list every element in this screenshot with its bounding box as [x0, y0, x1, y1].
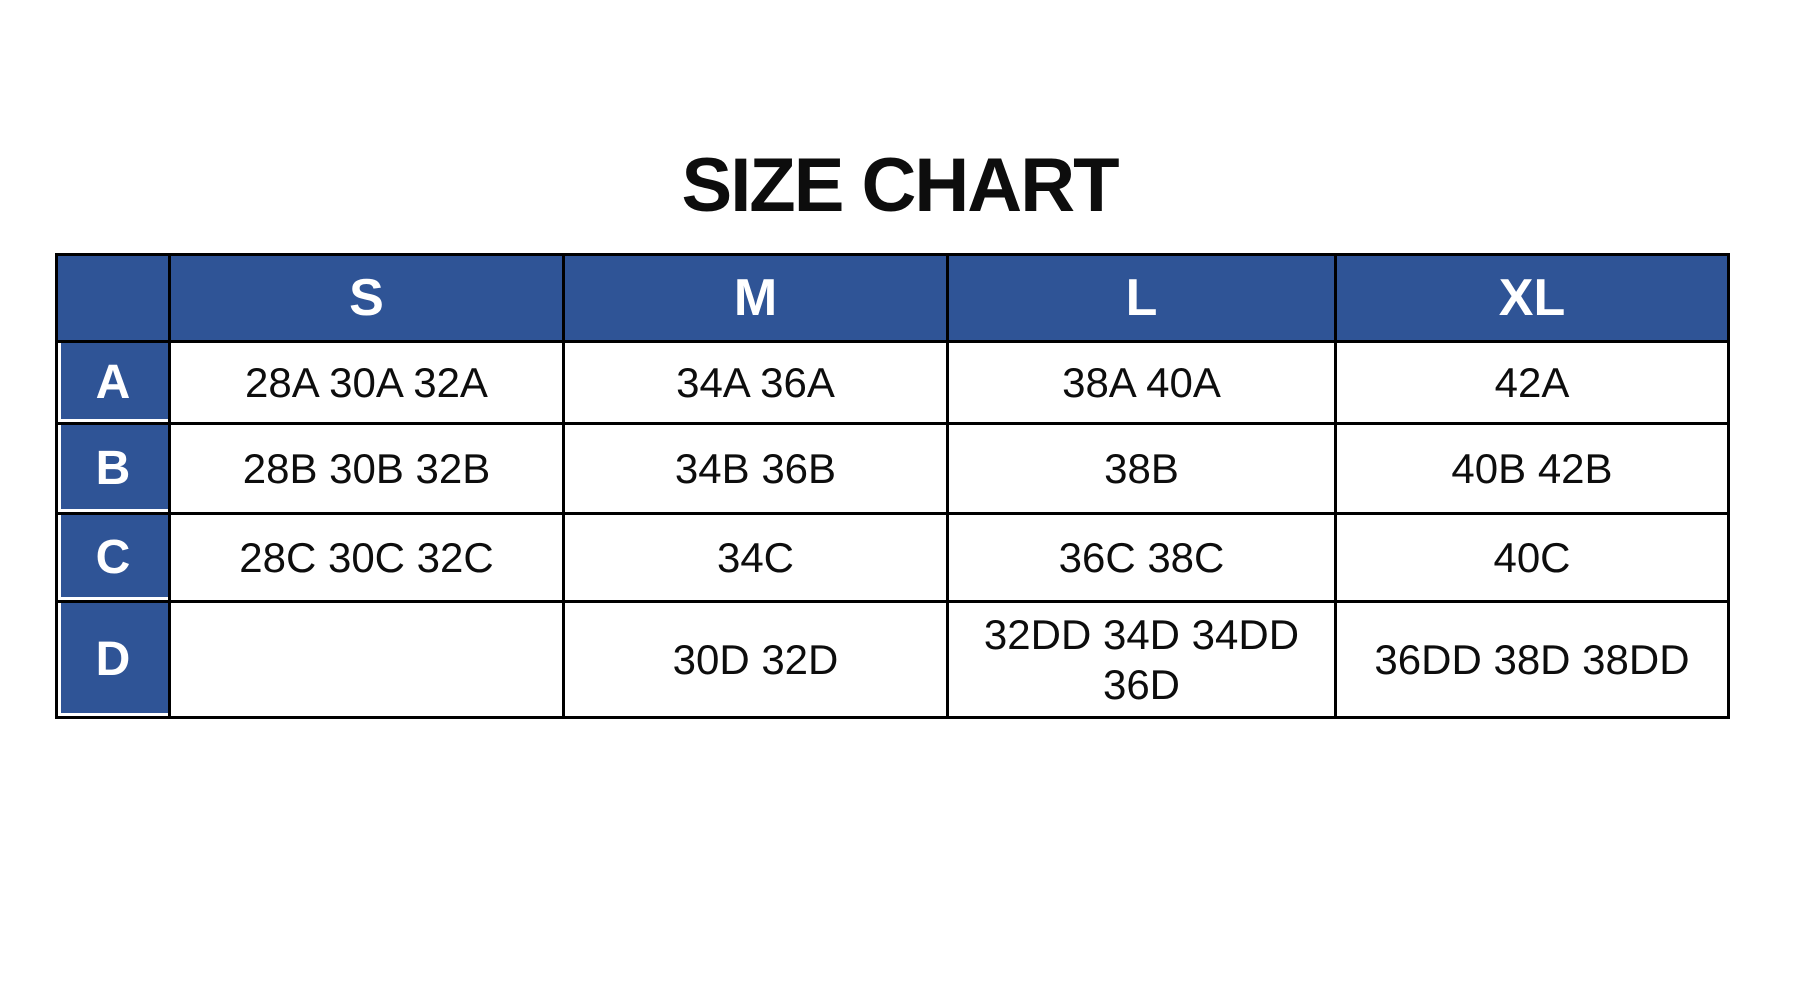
page-title: SIZE CHART — [681, 143, 1120, 228]
table-cell-b-xl: 40B 42B — [1334, 422, 1730, 515]
row-label-a: A — [55, 340, 171, 425]
table-row-c: C 28C 30C 32C 34C 36C 38C 40C — [55, 512, 1730, 603]
table-cell-d-xl: 36DD 38D 38DD — [1334, 600, 1730, 719]
column-header-l: L — [946, 253, 1337, 343]
column-header-xl: XL — [1334, 253, 1730, 343]
column-header-m: M — [562, 253, 949, 343]
header-row: S M L XL — [55, 253, 1730, 343]
size-chart-table: S M L XL A 28A 30A 32A 34A 36A 38A 40A 4… — [55, 253, 1730, 719]
table-cell-a-xl: 42A — [1334, 340, 1730, 425]
table-cell-d-s — [168, 600, 565, 719]
table-cell-c-xl: 40C — [1334, 512, 1730, 603]
row-label-d: D — [55, 600, 171, 719]
table-row-b: B 28B 30B 32B 34B 36B 38B 40B 42B — [55, 422, 1730, 515]
table-cell-c-m: 34C — [562, 512, 949, 603]
table-cell-b-m: 34B 36B — [562, 422, 949, 515]
corner-cell — [55, 253, 171, 343]
column-header-s: S — [168, 253, 565, 343]
table-row-d: D 30D 32D 32DD 34D 34DD 36D 36DD 38D 38D… — [55, 600, 1730, 719]
table-cell-a-l: 38A 40A — [946, 340, 1337, 425]
table-cell-a-m: 34A 36A — [562, 340, 949, 425]
table-cell-b-s: 28B 30B 32B — [168, 422, 565, 515]
table-cell-c-s: 28C 30C 32C — [168, 512, 565, 603]
table-cell-d-l: 32DD 34D 34DD 36D — [946, 600, 1337, 719]
table-row-a: A 28A 30A 32A 34A 36A 38A 40A 42A — [55, 340, 1730, 425]
table-cell-c-l: 36C 38C — [946, 512, 1337, 603]
table-cell-a-s: 28A 30A 32A — [168, 340, 565, 425]
row-label-b: B — [55, 422, 171, 515]
table-cell-b-l: 38B — [946, 422, 1337, 515]
table-cell-d-m: 30D 32D — [562, 600, 949, 719]
row-label-c: C — [55, 512, 171, 603]
